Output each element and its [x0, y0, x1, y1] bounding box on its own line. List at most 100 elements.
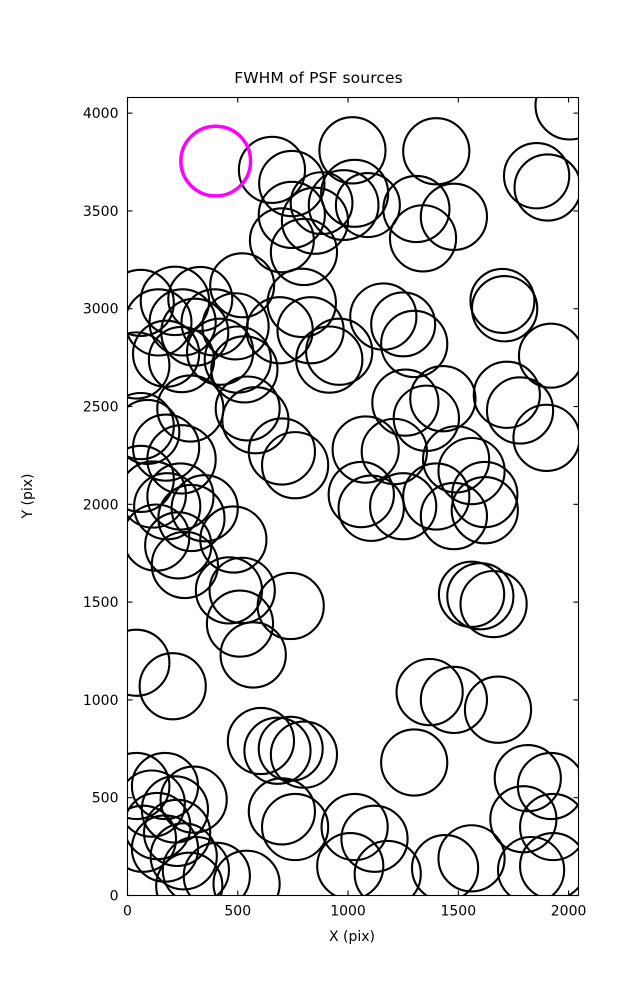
source-circle-marker — [469, 267, 536, 334]
source-circle-marker — [266, 267, 337, 339]
source-circle-marker — [307, 169, 380, 241]
axis-tick-labels: 0 500 1000 1500 2000 0 500 1000 1500 2000 2500 3000… — [83, 106, 587, 919]
source-circle-marker — [370, 291, 437, 358]
source-circle-marker — [295, 325, 364, 394]
source-circle-marker — [380, 309, 449, 379]
y-tick-label: 500 — [92, 791, 119, 807]
source-circle-marker — [459, 569, 528, 639]
source-circle-marker — [450, 476, 519, 545]
source-circle-marker — [410, 833, 480, 896]
source-circle-marker — [219, 621, 287, 689]
source-circle-marker — [161, 835, 230, 896]
source-circle-marker — [149, 822, 218, 891]
source-circle-marker — [369, 472, 438, 541]
source-circle-marker — [260, 431, 330, 500]
source-circle-marker — [127, 628, 171, 697]
source-circle-marker — [269, 217, 339, 287]
source-circle-marker — [519, 792, 579, 862]
y-tick-label: 1500 — [83, 595, 119, 611]
axis-ticks — [126, 97, 579, 897]
source-circle-marker — [142, 798, 212, 868]
source-circle-marker — [205, 589, 275, 658]
y-tick-label: 1000 — [83, 693, 119, 709]
source-circle-marker — [260, 792, 330, 862]
source-circle-marker — [513, 153, 579, 222]
source-circle-marker — [437, 436, 506, 506]
source-circle-marker — [402, 117, 471, 186]
source-circle-marker — [402, 462, 471, 531]
source-circle-marker — [395, 657, 464, 727]
source-circle-marker — [179, 124, 253, 198]
source-circle-marker — [337, 474, 405, 542]
source-circle-marker — [327, 460, 395, 529]
source-circle-marker — [212, 849, 281, 896]
source-circle-marker — [127, 288, 193, 357]
source-circle-marker — [127, 268, 175, 337]
source-circle-marker — [226, 706, 296, 776]
source-circle-marker — [353, 839, 422, 896]
source-circle-marker — [247, 777, 317, 846]
x-axis-label: X (pix) — [329, 929, 375, 945]
source-circle-marker — [318, 116, 387, 185]
y-axis-label: Y (pix) — [20, 474, 36, 520]
x-tick-label: 1000 — [330, 904, 366, 920]
x-tick-label: 2000 — [551, 904, 587, 920]
source-circle-marker — [127, 751, 171, 821]
source-circle-marker — [305, 317, 374, 386]
source-circle-marker — [320, 792, 389, 862]
source-circle-marker — [517, 322, 579, 389]
source-circle-marker — [155, 851, 224, 896]
source-circle-marker — [316, 832, 385, 896]
source-circle-marker — [437, 560, 506, 628]
source-circle-marker — [237, 135, 307, 204]
source-circle-marker — [209, 252, 276, 319]
source-circle-marker — [437, 824, 506, 893]
source-circle-marker — [331, 415, 400, 484]
y-tick-label: 4000 — [83, 106, 119, 122]
source-circle-marker — [472, 360, 541, 429]
source-circle-marker — [289, 171, 354, 236]
source-circle-marker — [138, 652, 207, 721]
x-tick-label: 0 — [123, 904, 132, 920]
source-circle-marker — [167, 265, 234, 332]
source-circle-marker — [451, 460, 519, 529]
marker-series — [127, 97, 579, 896]
source-circle-marker — [210, 335, 279, 404]
source-circle-marker — [199, 505, 268, 574]
source-circle-marker — [248, 207, 315, 274]
y-tick-label: 3500 — [83, 204, 119, 220]
y-tick-label: 0 — [110, 889, 119, 905]
source-circle-marker — [160, 297, 230, 367]
source-circle-marker — [182, 841, 251, 896]
source-circle-marker — [127, 331, 171, 400]
page-title: FWHM of PSF sources — [234, 69, 403, 87]
source-circle-marker — [148, 288, 217, 357]
source-circle-marker — [247, 417, 317, 486]
source-circle-marker — [340, 804, 409, 873]
y-tick-label: 3000 — [83, 302, 119, 318]
source-circle-marker — [493, 744, 562, 813]
source-circle-marker — [446, 562, 515, 631]
source-circle-marker — [185, 317, 255, 386]
source-circle-marker — [150, 530, 219, 600]
source-circle-marker — [534, 97, 579, 141]
x-tick-label: 500 — [224, 904, 251, 920]
source-circle-marker — [334, 172, 401, 239]
source-circle-marker — [214, 375, 281, 442]
source-circle-marker — [380, 728, 449, 797]
source-circle-marker — [409, 365, 477, 433]
source-circle-marker — [512, 403, 579, 472]
source-circle-marker — [256, 571, 325, 641]
source-circle-marker — [147, 325, 216, 394]
source-circle-marker — [201, 292, 270, 361]
source-circle-marker — [470, 275, 539, 343]
source-circle-marker — [257, 180, 326, 249]
source-circle-marker — [463, 675, 533, 744]
source-circle-marker — [208, 556, 276, 625]
source-circle-marker — [257, 715, 324, 782]
source-circle-marker — [496, 835, 566, 896]
y-tick-label: 2500 — [83, 400, 119, 416]
source-circle-marker — [127, 460, 187, 529]
source-circle-marker — [419, 665, 489, 735]
